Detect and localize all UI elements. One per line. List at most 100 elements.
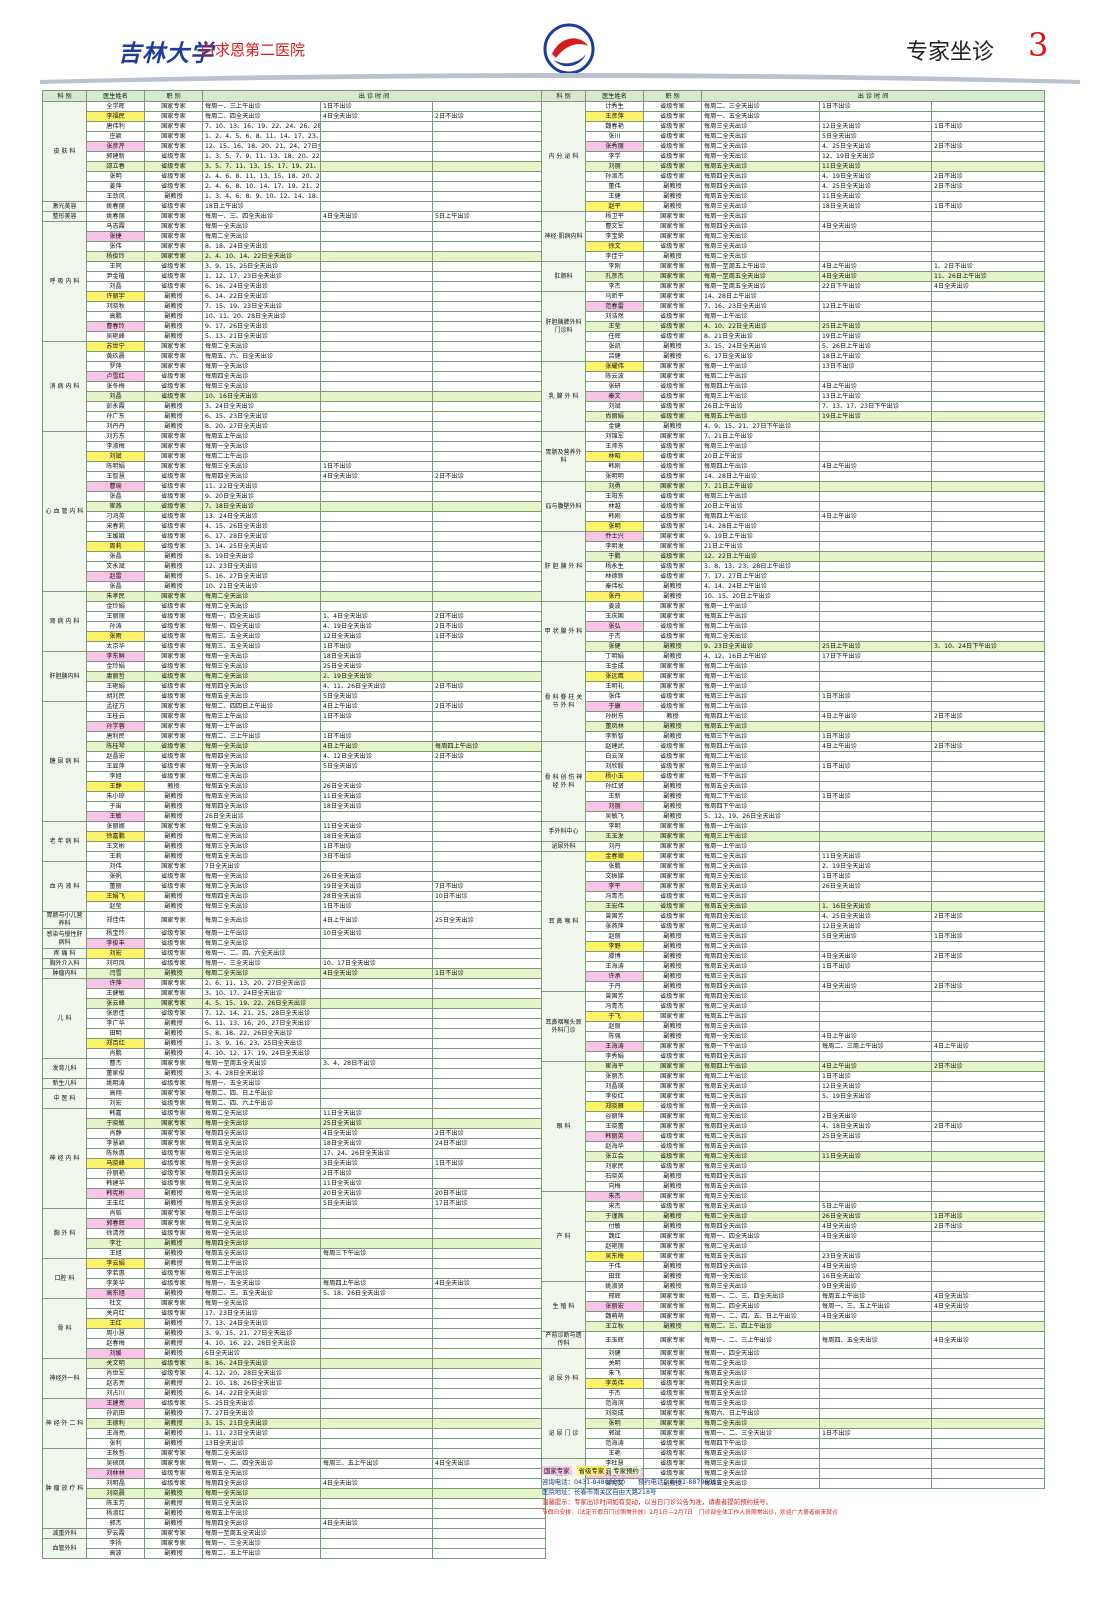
doctor-title: 省级专家 — [643, 1378, 702, 1389]
doctor-name: 关明 — [585, 1358, 644, 1369]
doctor-title: 副教授 — [643, 191, 702, 202]
schedule-extra: 2日全天出诊 — [819, 1111, 932, 1122]
table-row: 郭斌 国家专家 每周一、二、三全天出诊 1日不出诊 — [542, 1428, 1046, 1439]
schedule-note — [431, 831, 547, 842]
header-doctor: 医生姓名 — [86, 90, 145, 102]
schedule-main: 每周一下午出诊 — [701, 771, 820, 782]
schedule-note — [431, 311, 547, 322]
doctor-title: 国家专家 — [144, 701, 203, 712]
schedule-note: 2日不出诊 — [930, 171, 1046, 182]
doctor-title: 国家专家 — [643, 851, 702, 862]
doctor-name: 李俊红 — [585, 1091, 644, 1102]
doctor-title: 国家专家 — [643, 1428, 702, 1439]
table-row: 王海涛 副教授 每周五全天出诊 1日不出诊 — [542, 961, 1046, 972]
schedule-main: 26日上午出诊 — [701, 401, 820, 412]
schedule-main: 每周一全天出诊 — [701, 1101, 820, 1112]
schedule-extra: 18日全天出诊 — [320, 831, 433, 842]
schedule-extra — [320, 581, 433, 592]
schedule-main: 2、4、10、14、22日全天出诊 — [202, 251, 321, 262]
doctor-name: 李慧颖 — [86, 1138, 145, 1149]
doctor-title: 国家专家 — [144, 1298, 203, 1309]
dept-cell: 血管外科 — [42, 1538, 87, 1559]
doctor-title: 副教授 — [144, 411, 203, 422]
schedule-main: 每周二全天出诊 — [202, 1108, 321, 1119]
schedule-note — [431, 1438, 547, 1449]
doctor-title: 省级专家 — [643, 391, 702, 402]
schedule-note — [930, 531, 1046, 542]
doctor-name: 关向红 — [86, 1308, 145, 1319]
schedule-main: 每周五全天出诊 — [701, 1201, 820, 1212]
schedule-main: 每周四全天出诊 — [701, 981, 820, 992]
schedule-note — [431, 511, 547, 522]
schedule-main: 每周一全天出诊 — [202, 651, 321, 662]
table-row: 刘占川 副教授 6、14、22日全天出诊 — [43, 1388, 547, 1399]
table-row: 高东旭 副教授 每周二、三、五全天出诊 5、18、26日全天出诊 — [43, 1288, 547, 1299]
schedule-extra: 4日上午出诊 — [819, 711, 932, 722]
schedule-extra: 17、24、26日全天出诊 — [320, 1148, 433, 1159]
schedule-extra — [819, 291, 932, 302]
table-row: 张晶 副教授 10、21日全天出诊 — [43, 581, 547, 592]
dept-cell: 泌尿外科 — [541, 841, 586, 852]
doctor-title: 副教授 — [643, 731, 702, 742]
doctor-title: 省级专家 — [144, 1008, 203, 1019]
schedule-main: 每周二全天出诊 — [701, 941, 820, 952]
dept-cell: 肿瘤内科 — [42, 968, 87, 979]
schedule-note — [930, 591, 1046, 602]
doctor-name: 赵丽 — [585, 1021, 644, 1032]
doctor-name: 李杰 — [585, 281, 644, 292]
schedule-main: 每周四全天出诊 — [202, 1168, 321, 1179]
doctor-name: 王智慧 — [86, 471, 145, 482]
table-row: 于晓敏 国家专家 每周一全天出诊 25日全天出诊 — [43, 1118, 547, 1129]
doctor-name: 陈桂琴 — [86, 741, 145, 752]
table-row: 骨 科 脊 柱 关 节 外 科王金成 国家专家 每周二上午出诊 — [541, 661, 1046, 742]
table-row: 黄玖晨 国家专家 每周五、六、日全天出诊 — [43, 351, 547, 362]
doctor-name: 唐伟利 — [86, 121, 145, 132]
schedule-note: 1日不出诊 — [930, 201, 1046, 212]
schedule-note — [930, 561, 1046, 572]
doctor-name: 张伟 — [86, 241, 145, 252]
schedule-note — [930, 231, 1046, 242]
schedule-extra — [320, 771, 433, 782]
doctor-name: 王旭 — [86, 1248, 145, 1259]
table-row: 刘林林 省级专家 每周五全天出诊 — [43, 1468, 547, 1479]
schedule-extra: 4、25日全天出诊 — [819, 181, 932, 192]
table-row: 王文彬 副教授 每周三全天出诊 1日不出诊 — [43, 841, 547, 852]
table-row: 张丽宏 国家专家 每周二、四全天出诊 每周一、三、五上午出诊 4日全天出诊 — [542, 1301, 1046, 1312]
doctor-title: 国家专家 — [643, 431, 702, 442]
schedule-note — [431, 928, 547, 939]
doctor-title: 国家专家 — [144, 241, 203, 252]
schedule-extra — [819, 431, 932, 442]
schedule-note: 2日不出诊 — [431, 621, 547, 632]
schedule-extra: 12日全天出诊 — [819, 921, 932, 932]
doctor-title: 国家专家 — [144, 251, 203, 262]
schedule-main: 每周一全天出诊 — [202, 361, 321, 372]
doctor-title: 国家专家 — [643, 1241, 702, 1252]
schedule-extra — [819, 501, 932, 512]
doctor-title: 国家专家 — [643, 301, 702, 312]
schedule-main: 每周三全天出诊 — [701, 1021, 820, 1032]
schedule-main: 2、4、6、8、11、13、15、18、20、22、25、27日全天出诊 — [202, 171, 321, 182]
schedule-main: 7、10、13、16、19、22、24、26、28日全天出诊 — [202, 121, 321, 132]
table-row: 邵立春省级专家3、5、7、11、13、15、17、19、21、23、25、28日… — [43, 161, 547, 172]
table-row: 关明 国家专家 每周二全天出诊 — [542, 1358, 1046, 1369]
schedule-note — [431, 1298, 547, 1309]
doctor-name: 赵丽 — [585, 931, 644, 942]
schedule-main: 每周三全天出诊 — [701, 1281, 820, 1292]
schedule-main: 每周一全天出诊 — [202, 221, 321, 232]
doctor-name: 冯青杰 — [585, 1001, 644, 1012]
schedule-note — [930, 371, 1046, 382]
schedule-note — [930, 1191, 1046, 1202]
schedule-main: 每周三全天出诊 — [701, 1161, 820, 1172]
schedule-extra: 4、12日全天出诊 — [320, 751, 433, 762]
schedule-extra — [819, 1241, 932, 1252]
schedule-extra: 1日不出诊 — [819, 961, 932, 972]
doctor-title: 国家专家 — [643, 671, 702, 682]
doctor-name: 崔燕 — [86, 501, 145, 512]
table-row: 刘晶 省级专家 6、16、24日全天出诊 — [43, 281, 547, 292]
schedule-note — [930, 501, 1046, 512]
doctor-title: 副教授 — [144, 1028, 203, 1039]
dept-cell: 疝与腹壁外科 — [541, 481, 586, 532]
schedule-note — [930, 1368, 1046, 1379]
doctor-name: 刘林林 — [86, 1468, 145, 1479]
schedule-extra — [819, 1368, 932, 1379]
